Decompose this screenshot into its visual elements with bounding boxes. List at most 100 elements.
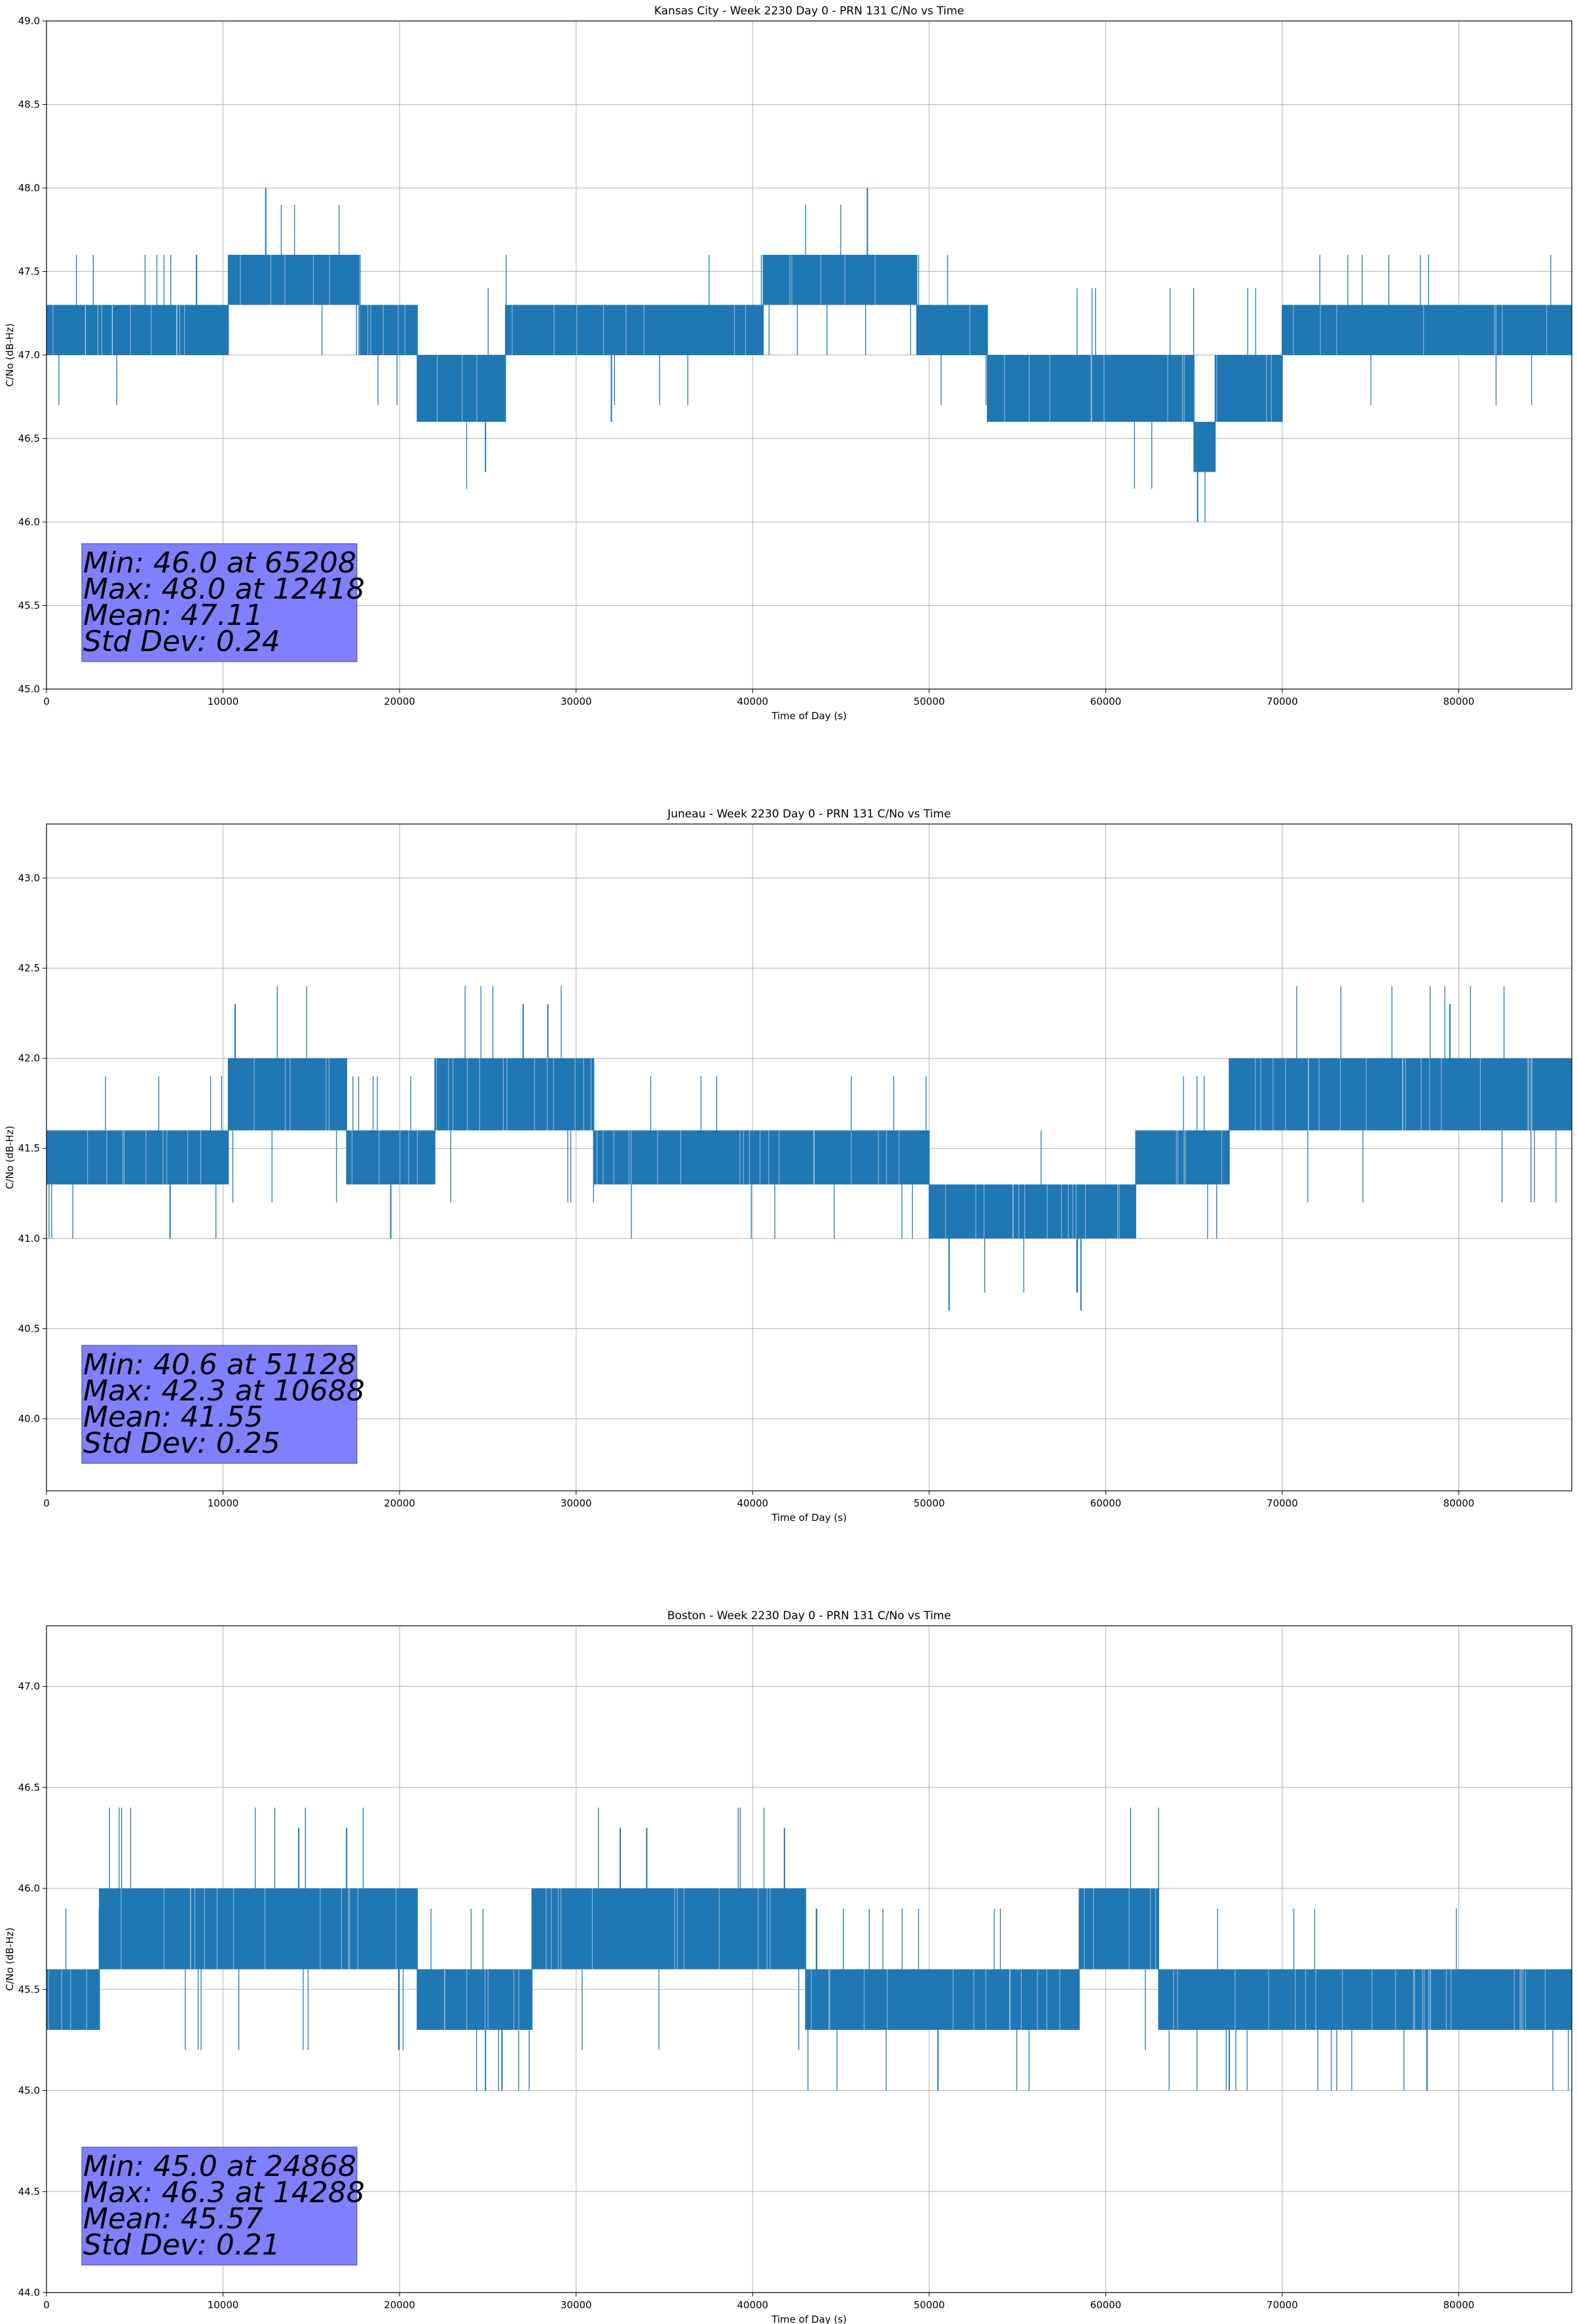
- data-band: [46, 1969, 100, 2030]
- chart-title: Kansas City - Week 2230 Day 0 - PRN 131 …: [654, 5, 964, 18]
- data-band: [532, 1888, 806, 1970]
- x-tick-label: 30000: [561, 2299, 592, 2311]
- data-band: [435, 1058, 594, 1131]
- x-tick-label: 70000: [1267, 696, 1298, 707]
- data-band: [1159, 1969, 1572, 2030]
- y-tick-label: 41.5: [18, 1142, 40, 1154]
- y-tick-label: 48.0: [18, 182, 40, 194]
- x-tick-label: 60000: [1090, 2299, 1122, 2311]
- y-tick-label: 41.0: [18, 1233, 40, 1245]
- stats-box: [81, 543, 358, 662]
- x-tick-label: 40000: [737, 1497, 768, 1509]
- y-tick-label: 40.0: [18, 1413, 40, 1425]
- y-tick-label: 42.5: [18, 962, 40, 974]
- x-tick-label: 10000: [208, 2299, 239, 2311]
- x-tick-label: 80000: [1443, 1497, 1475, 1509]
- y-tick-label: 47.5: [18, 266, 40, 278]
- stats-line-3: Mean: 47.11: [83, 599, 263, 632]
- y-tick-label: 43.0: [18, 872, 40, 884]
- x-axis-label: Time of Day (s): [771, 710, 847, 722]
- x-tick-label: 20000: [384, 1497, 415, 1509]
- data-band: [806, 1969, 1079, 2030]
- y-tick-label: 46.0: [18, 516, 40, 528]
- data-band: [987, 355, 1195, 422]
- x-tick-label: 80000: [1443, 696, 1475, 707]
- y-tick-label: 46.5: [18, 1782, 40, 1793]
- x-tick-label: 0: [43, 1497, 50, 1509]
- chart-panel-3: 0 10000 20000 30000 40000 50000 60000 70000 8000…: [4, 1609, 1572, 2324]
- y-axis-label: C/No (dB-Hz): [4, 1126, 16, 1190]
- y-tick-label: 47.0: [18, 1681, 40, 1693]
- x-axis-label: Time of Day (s): [771, 1512, 847, 1524]
- data-band: [46, 305, 229, 355]
- axes-frame: [46, 1625, 1572, 2293]
- stats-line-1: Min: 45.0 at 24868: [83, 2150, 356, 2183]
- x-axis-label: Time of Day (s): [771, 2314, 847, 2324]
- y-tick-label: 42.0: [18, 1053, 40, 1064]
- data-series-line: [46, 1807, 1572, 2091]
- chart-title: Boston - Week 2230 Day 0 - PRN 131 C/No …: [667, 1609, 951, 1622]
- data-band: [916, 305, 988, 355]
- data-band: [228, 1058, 347, 1131]
- y-axis-label: C/No (dB-Hz): [4, 324, 16, 387]
- axes-frame: [46, 823, 1572, 1491]
- y-tick-label: 46.5: [18, 433, 40, 445]
- chart-panel-2: 0 10000 20000 30000 40000 50000 60000 70000 8000…: [4, 808, 1572, 1524]
- y-tick-label: 48.5: [18, 99, 40, 111]
- data-band: [99, 1888, 418, 1970]
- y-tick-label: 45.0: [18, 2085, 40, 2097]
- data-band: [505, 305, 764, 355]
- data-band: [1136, 1130, 1230, 1185]
- data-band: [1282, 305, 1572, 355]
- y-tick-label: 49.0: [18, 15, 40, 27]
- x-tick-label: 50000: [914, 696, 945, 707]
- stats-line-2: Max: 42.3 at 10688: [83, 1374, 365, 1408]
- data-band: [763, 255, 917, 305]
- x-tick-label: 0: [43, 2299, 50, 2311]
- stats-line-1: Min: 46.0 at 65208: [83, 546, 356, 580]
- data-series-line: [46, 188, 1572, 522]
- stats-line-4: Std Dev: 0.21: [83, 2228, 280, 2262]
- x-tick-label: 50000: [914, 1497, 945, 1509]
- stats-line-4: Std Dev: 0.24: [83, 625, 280, 658]
- y-tick-label: 44.5: [18, 2186, 40, 2198]
- stats-box: [81, 2146, 358, 2266]
- stats-line-4: Std Dev: 0.25: [83, 1427, 280, 1460]
- x-tick-label: 60000: [1090, 1497, 1122, 1509]
- data-band: [1194, 422, 1215, 472]
- x-tick-label: 80000: [1443, 2299, 1475, 2311]
- y-tick-label: 47.0: [18, 349, 40, 361]
- chart-panel-1: 0 10000 20000 30000 40000 50000 60000 70000 8000…: [4, 5, 1572, 722]
- data-series-line: [46, 986, 1572, 1311]
- stats-line-2: Max: 46.3 at 14288: [83, 2176, 365, 2209]
- x-tick-label: 10000: [208, 1497, 239, 1509]
- y-tick-label: 40.5: [18, 1322, 40, 1334]
- x-tick-label: 40000: [737, 696, 768, 707]
- x-tick-label: 20000: [384, 696, 415, 707]
- y-tick-label: 44.0: [18, 2287, 40, 2298]
- data-band: [1079, 1888, 1159, 1970]
- stats-line-1: Min: 40.6 at 51128: [83, 1348, 356, 1381]
- data-band: [346, 1130, 436, 1185]
- data-band: [228, 255, 360, 305]
- x-tick-label: 30000: [561, 1497, 592, 1509]
- chart-title: Juneau - Week 2230 Day 0 - PRN 131 C/No …: [667, 808, 951, 821]
- y-tick-label: 45.5: [18, 1983, 40, 1995]
- data-band: [929, 1184, 1136, 1239]
- x-tick-label: 0: [43, 696, 50, 707]
- x-tick-label: 40000: [737, 2299, 768, 2311]
- stats-line-3: Mean: 45.57: [83, 2202, 263, 2236]
- data-band: [417, 1969, 532, 2030]
- x-tick-label: 10000: [208, 696, 239, 707]
- y-axis-label: C/No (dB-Hz): [4, 1928, 16, 1991]
- stats-line-3: Mean: 41.55: [83, 1400, 263, 1434]
- data-band: [593, 1130, 929, 1185]
- data-band: [1229, 1058, 1572, 1131]
- stats-box: [81, 1345, 358, 1464]
- stats-line-2: Max: 48.0 at 12418: [83, 572, 365, 606]
- x-tick-label: 30000: [561, 696, 592, 707]
